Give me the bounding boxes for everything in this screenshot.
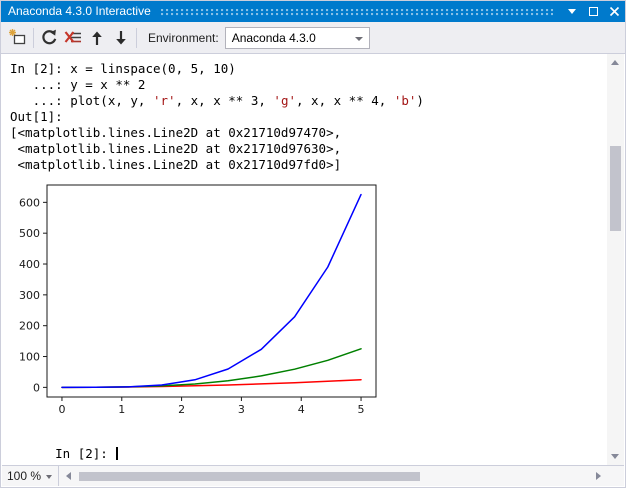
y-tick-label: 600 xyxy=(19,196,40,209)
scroll-right-icon[interactable] xyxy=(596,472,601,480)
close-icon xyxy=(609,6,619,16)
horizontal-scrollbar-thumb[interactable] xyxy=(79,472,420,481)
code-line: In [2]: x = linspace(0, 5, 10) xyxy=(10,61,236,76)
clear-screen-icon xyxy=(64,30,81,43)
maximize-button[interactable] xyxy=(584,2,602,20)
scroll-up-icon[interactable] xyxy=(611,60,619,65)
toolbar-separator xyxy=(136,27,137,48)
console-output: In [2]: x = linspace(0, 5, 10) ...: y = … xyxy=(2,54,607,173)
zoom-select[interactable]: 100 % xyxy=(2,466,59,486)
environment-label: Environment: xyxy=(148,30,219,45)
code-line: Out[1]: xyxy=(10,109,63,124)
code-line: ...: plot(x, y, 'r', x, x ** 3, 'g', x, … xyxy=(10,93,424,108)
input-prompt-line[interactable]: In [2]: xyxy=(10,430,118,461)
text-cursor xyxy=(116,447,118,460)
clear-screen-button[interactable] xyxy=(61,26,85,50)
matplotlib-figure: 0 1 2 3 4 5 0 100 200 300 400 500 600 xyxy=(16,180,386,423)
window-menu-button[interactable] xyxy=(563,2,581,20)
zoom-level: 100 % xyxy=(7,469,42,483)
chevron-down-icon xyxy=(46,475,52,479)
horizontal-scrollbar[interactable] xyxy=(60,466,607,486)
y-tick-label: 100 xyxy=(19,351,40,364)
plot-box xyxy=(46,184,377,398)
window-title: Anaconda 4.3.0 Interactive xyxy=(8,4,151,18)
x-tick-label: 3 xyxy=(238,403,245,416)
refresh-icon xyxy=(42,29,57,44)
code-line: ...: y = x ** 2 xyxy=(10,77,146,92)
y-tick-label: 0 xyxy=(33,381,40,394)
title-bar[interactable]: Anaconda 4.3.0 Interactive xyxy=(1,1,625,22)
y-tick-label: 400 xyxy=(19,258,40,271)
environment-select[interactable]: Anaconda 4.3.0 xyxy=(224,26,370,49)
status-bar: 100 % xyxy=(2,465,624,486)
y-tick-label: 300 xyxy=(19,289,40,302)
x-tick-label: 0 xyxy=(58,403,65,416)
vertical-scrollbar[interactable] xyxy=(607,54,624,465)
code-line: [<matplotlib.lines.Line2D at 0x21710d974… xyxy=(10,125,342,140)
chevron-down-icon xyxy=(568,8,576,14)
vertical-scrollbar-thumb[interactable] xyxy=(610,146,621,231)
arrow-down-icon xyxy=(116,30,126,44)
toolbar-separator xyxy=(33,27,34,48)
drag-grip[interactable] xyxy=(160,8,553,17)
new-interactive-window-icon xyxy=(9,28,26,44)
toolbar: Environment: Anaconda 4.3.0 xyxy=(1,22,625,54)
y-tick-label: 200 xyxy=(19,320,40,333)
plot-line-x**4 xyxy=(61,193,362,389)
maximize-icon xyxy=(588,6,598,16)
code-line: <matplotlib.lines.Line2D at 0x21710d9763… xyxy=(10,141,342,156)
y-tick-label: 500 xyxy=(19,227,40,240)
chevron-down-icon xyxy=(354,36,363,41)
history-next-button[interactable] xyxy=(109,26,133,50)
x-tick-label: 5 xyxy=(358,403,365,416)
matplotlib-chart: 0 1 2 3 4 5 0 100 200 300 400 500 600 xyxy=(19,184,377,416)
code-line: <matplotlib.lines.Line2D at 0x21710d97fd… xyxy=(10,157,342,172)
x-tick-label: 2 xyxy=(178,403,185,416)
interactive-console[interactable]: In [2]: x = linspace(0, 5, 10) ...: y = … xyxy=(2,54,607,465)
reset-button[interactable] xyxy=(37,26,61,50)
environment-value: Anaconda 4.3.0 xyxy=(231,30,316,45)
input-prompt: In [2]: xyxy=(55,446,116,461)
x-tick-label: 1 xyxy=(118,403,125,416)
new-interactive-window-button[interactable] xyxy=(6,26,30,50)
scroll-down-icon[interactable] xyxy=(611,454,619,459)
history-previous-button[interactable] xyxy=(85,26,109,50)
arrow-up-icon xyxy=(92,31,102,45)
close-button[interactable] xyxy=(605,2,623,20)
scroll-left-icon[interactable] xyxy=(66,472,71,480)
x-tick-label: 4 xyxy=(298,403,305,416)
